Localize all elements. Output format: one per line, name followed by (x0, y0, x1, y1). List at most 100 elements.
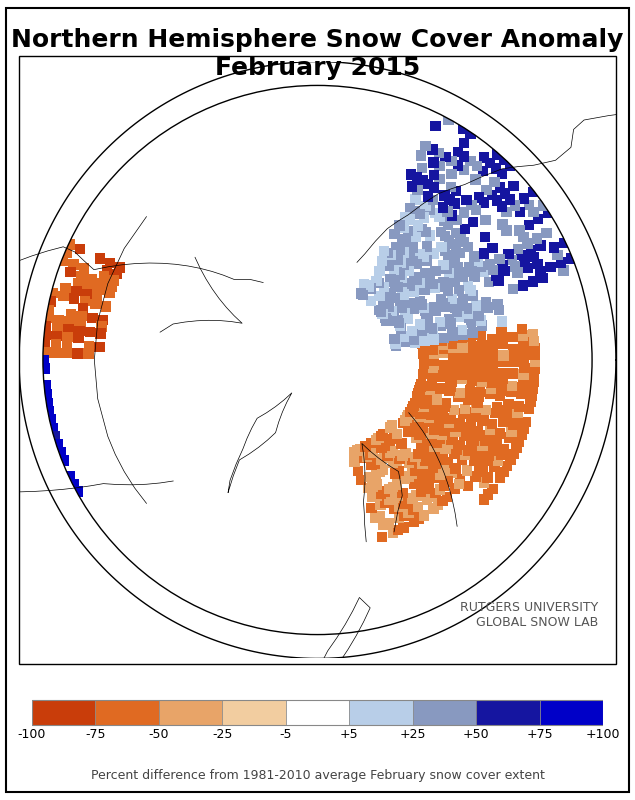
Bar (427, 341, 438, 351)
Bar (443, 439, 453, 450)
Bar (427, 462, 438, 473)
Bar (531, 233, 542, 243)
Bar (69, 294, 79, 304)
Bar (498, 417, 509, 427)
Bar (483, 489, 493, 499)
Bar (408, 331, 418, 342)
Bar (359, 278, 369, 289)
Bar (428, 157, 439, 167)
Bar (467, 342, 478, 352)
Bar (371, 434, 381, 445)
Bar (398, 488, 408, 498)
Bar (443, 476, 453, 486)
Bar (448, 343, 458, 354)
Bar (486, 378, 497, 389)
Text: +75: +75 (526, 728, 553, 741)
Bar (387, 527, 398, 538)
Bar (405, 406, 415, 417)
Bar (109, 275, 119, 286)
Bar (504, 249, 514, 259)
Bar (415, 278, 425, 288)
Bar (387, 277, 398, 287)
Bar (413, 411, 424, 422)
Bar (471, 430, 481, 441)
Text: Northern Hemisphere Snow Cover Anomaly: Northern Hemisphere Snow Cover Anomaly (11, 28, 624, 52)
Bar (464, 313, 475, 323)
Bar (378, 520, 389, 530)
Bar (472, 161, 482, 171)
Bar (467, 290, 478, 301)
Bar (483, 430, 493, 440)
Bar (467, 366, 478, 376)
Bar (443, 250, 453, 260)
Bar (420, 470, 431, 480)
Bar (522, 238, 533, 249)
Bar (71, 286, 81, 296)
Bar (456, 333, 467, 343)
Bar (486, 190, 497, 200)
Bar (384, 436, 395, 446)
Bar (444, 268, 455, 278)
Bar (429, 425, 439, 435)
Bar (42, 313, 53, 323)
Bar (518, 232, 529, 242)
Bar (409, 334, 420, 345)
Bar (496, 327, 507, 338)
Bar (418, 346, 429, 356)
Bar (491, 163, 502, 174)
Bar (495, 391, 505, 402)
Bar (526, 390, 537, 401)
Bar (429, 334, 439, 345)
Bar (401, 237, 411, 247)
Bar (375, 430, 386, 441)
Bar (388, 446, 398, 456)
Bar (473, 426, 483, 436)
Bar (415, 209, 425, 219)
Bar (494, 305, 504, 315)
Bar (395, 245, 405, 255)
Bar (502, 207, 512, 218)
Bar (73, 333, 84, 343)
Bar (463, 281, 473, 291)
Bar (432, 499, 443, 510)
Bar (50, 347, 61, 358)
Bar (488, 356, 498, 366)
Bar (509, 356, 519, 366)
Bar (467, 412, 478, 422)
Bar (448, 449, 459, 459)
Bar (451, 445, 462, 455)
Bar (431, 266, 441, 276)
Bar (374, 290, 385, 301)
Bar (408, 421, 418, 431)
Bar (389, 334, 399, 344)
Bar (410, 452, 420, 462)
Bar (379, 452, 389, 462)
Bar (420, 141, 431, 151)
Bar (448, 351, 458, 362)
Bar (376, 307, 386, 318)
Bar (471, 174, 481, 185)
Bar (425, 230, 436, 241)
Bar (410, 466, 421, 476)
Bar (431, 473, 442, 483)
Bar (64, 316, 75, 327)
Bar (419, 212, 429, 222)
Bar (410, 206, 420, 216)
Bar (400, 448, 411, 458)
Bar (496, 385, 506, 395)
Bar (79, 296, 90, 306)
Bar (477, 340, 488, 350)
Bar (366, 438, 376, 449)
Bar (431, 398, 441, 409)
Bar (399, 308, 410, 319)
Bar (506, 387, 516, 398)
Bar (455, 267, 465, 278)
Bar (391, 338, 401, 349)
Bar (471, 402, 481, 413)
Bar (85, 327, 95, 338)
Bar (368, 481, 378, 491)
Bar (446, 169, 457, 179)
Bar (383, 260, 394, 270)
Bar (467, 327, 478, 338)
Bar (394, 502, 404, 512)
